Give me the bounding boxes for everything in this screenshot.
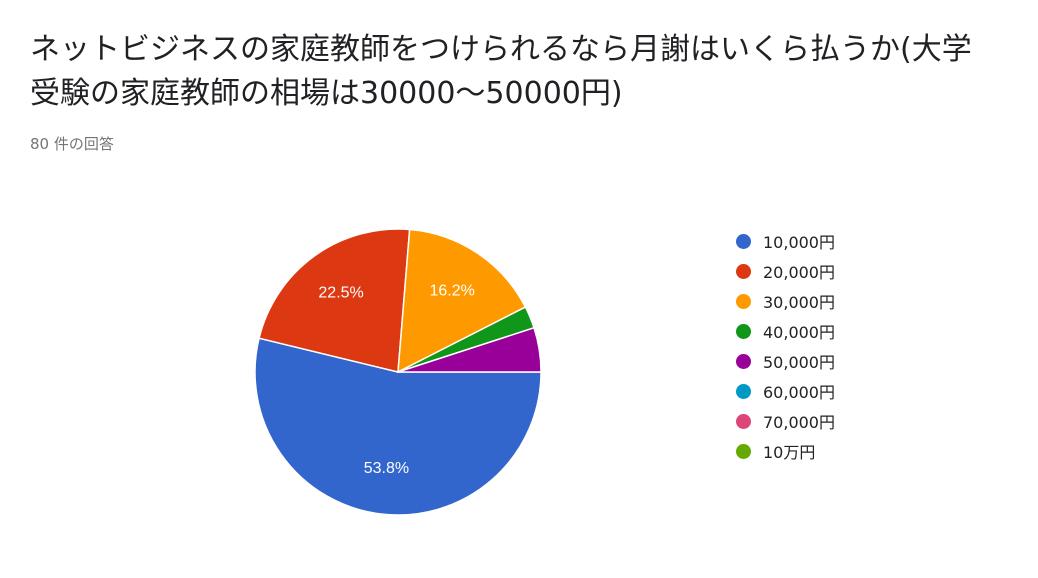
legend-swatch: [736, 413, 751, 429]
legend-item-60,000円[interactable]: 60,000円: [736, 376, 936, 406]
legend-label: 10,000円: [763, 233, 835, 252]
legend-item-40,000円[interactable]: 40,000円: [736, 316, 936, 346]
legend-item-10万円[interactable]: 10万円: [736, 436, 936, 466]
legend-label: 20,000円: [763, 263, 835, 282]
pie-slice-10,000円[interactable]: [254, 337, 542, 516]
title-line-2: 受験の家庭教師の相場は30000～50000円): [30, 76, 623, 111]
pie-slice-30,000円[interactable]: [397, 228, 527, 374]
pie-slice-label-30,000円: 16.2%: [429, 282, 474, 299]
legend-label: 10万円: [763, 443, 816, 462]
legend-label: 70,000円: [763, 413, 835, 432]
legend-item-10,000円[interactable]: 10,000円: [736, 226, 936, 256]
pie-slice-label-10,000円: 53.8%: [364, 460, 409, 477]
legend-item-70,000円[interactable]: 70,000円: [736, 406, 936, 436]
legend-label: 40,000円: [763, 323, 835, 342]
legend-label: 60,000円: [763, 383, 835, 402]
legend-swatch: [736, 443, 751, 459]
legend-swatch: [736, 353, 751, 369]
legend-label: 30,000円: [763, 293, 835, 312]
title-line-1: ネットビジネスの家庭教師をつけられるなら月謝はいくら払うか(大学: [30, 32, 972, 67]
legend-swatch: [736, 263, 751, 279]
chart-title: ネットビジネスの家庭教師をつけられるなら月謝はいくら払うか(大学 受験の家庭教師…: [30, 28, 1030, 116]
legend-swatch: [736, 293, 751, 309]
pie-slices: [254, 228, 542, 516]
legend-swatch: [736, 323, 751, 339]
legend-label: 50,000円: [763, 353, 835, 372]
legend-item-30,000円[interactable]: 30,000円: [736, 286, 936, 316]
response-count: 80 件の回答: [30, 135, 114, 153]
legend-swatch: [736, 233, 751, 249]
pie-slice-50,000円[interactable]: [397, 326, 542, 373]
pie-slice-label-20,000円: 22.5%: [318, 284, 363, 301]
legend-item-20,000円[interactable]: 20,000円: [736, 256, 936, 286]
pie-slice-20,000円[interactable]: [258, 228, 411, 373]
legend-item-50,000円[interactable]: 50,000円: [736, 346, 936, 376]
pie-slice-labels: 53.8% 22.5% 16.2%: [318, 282, 474, 476]
legend-swatch: [736, 383, 751, 399]
chart-legend: 10,000円 20,000円 30,000円 40,000円 50,000円 60,00…: [736, 226, 936, 466]
